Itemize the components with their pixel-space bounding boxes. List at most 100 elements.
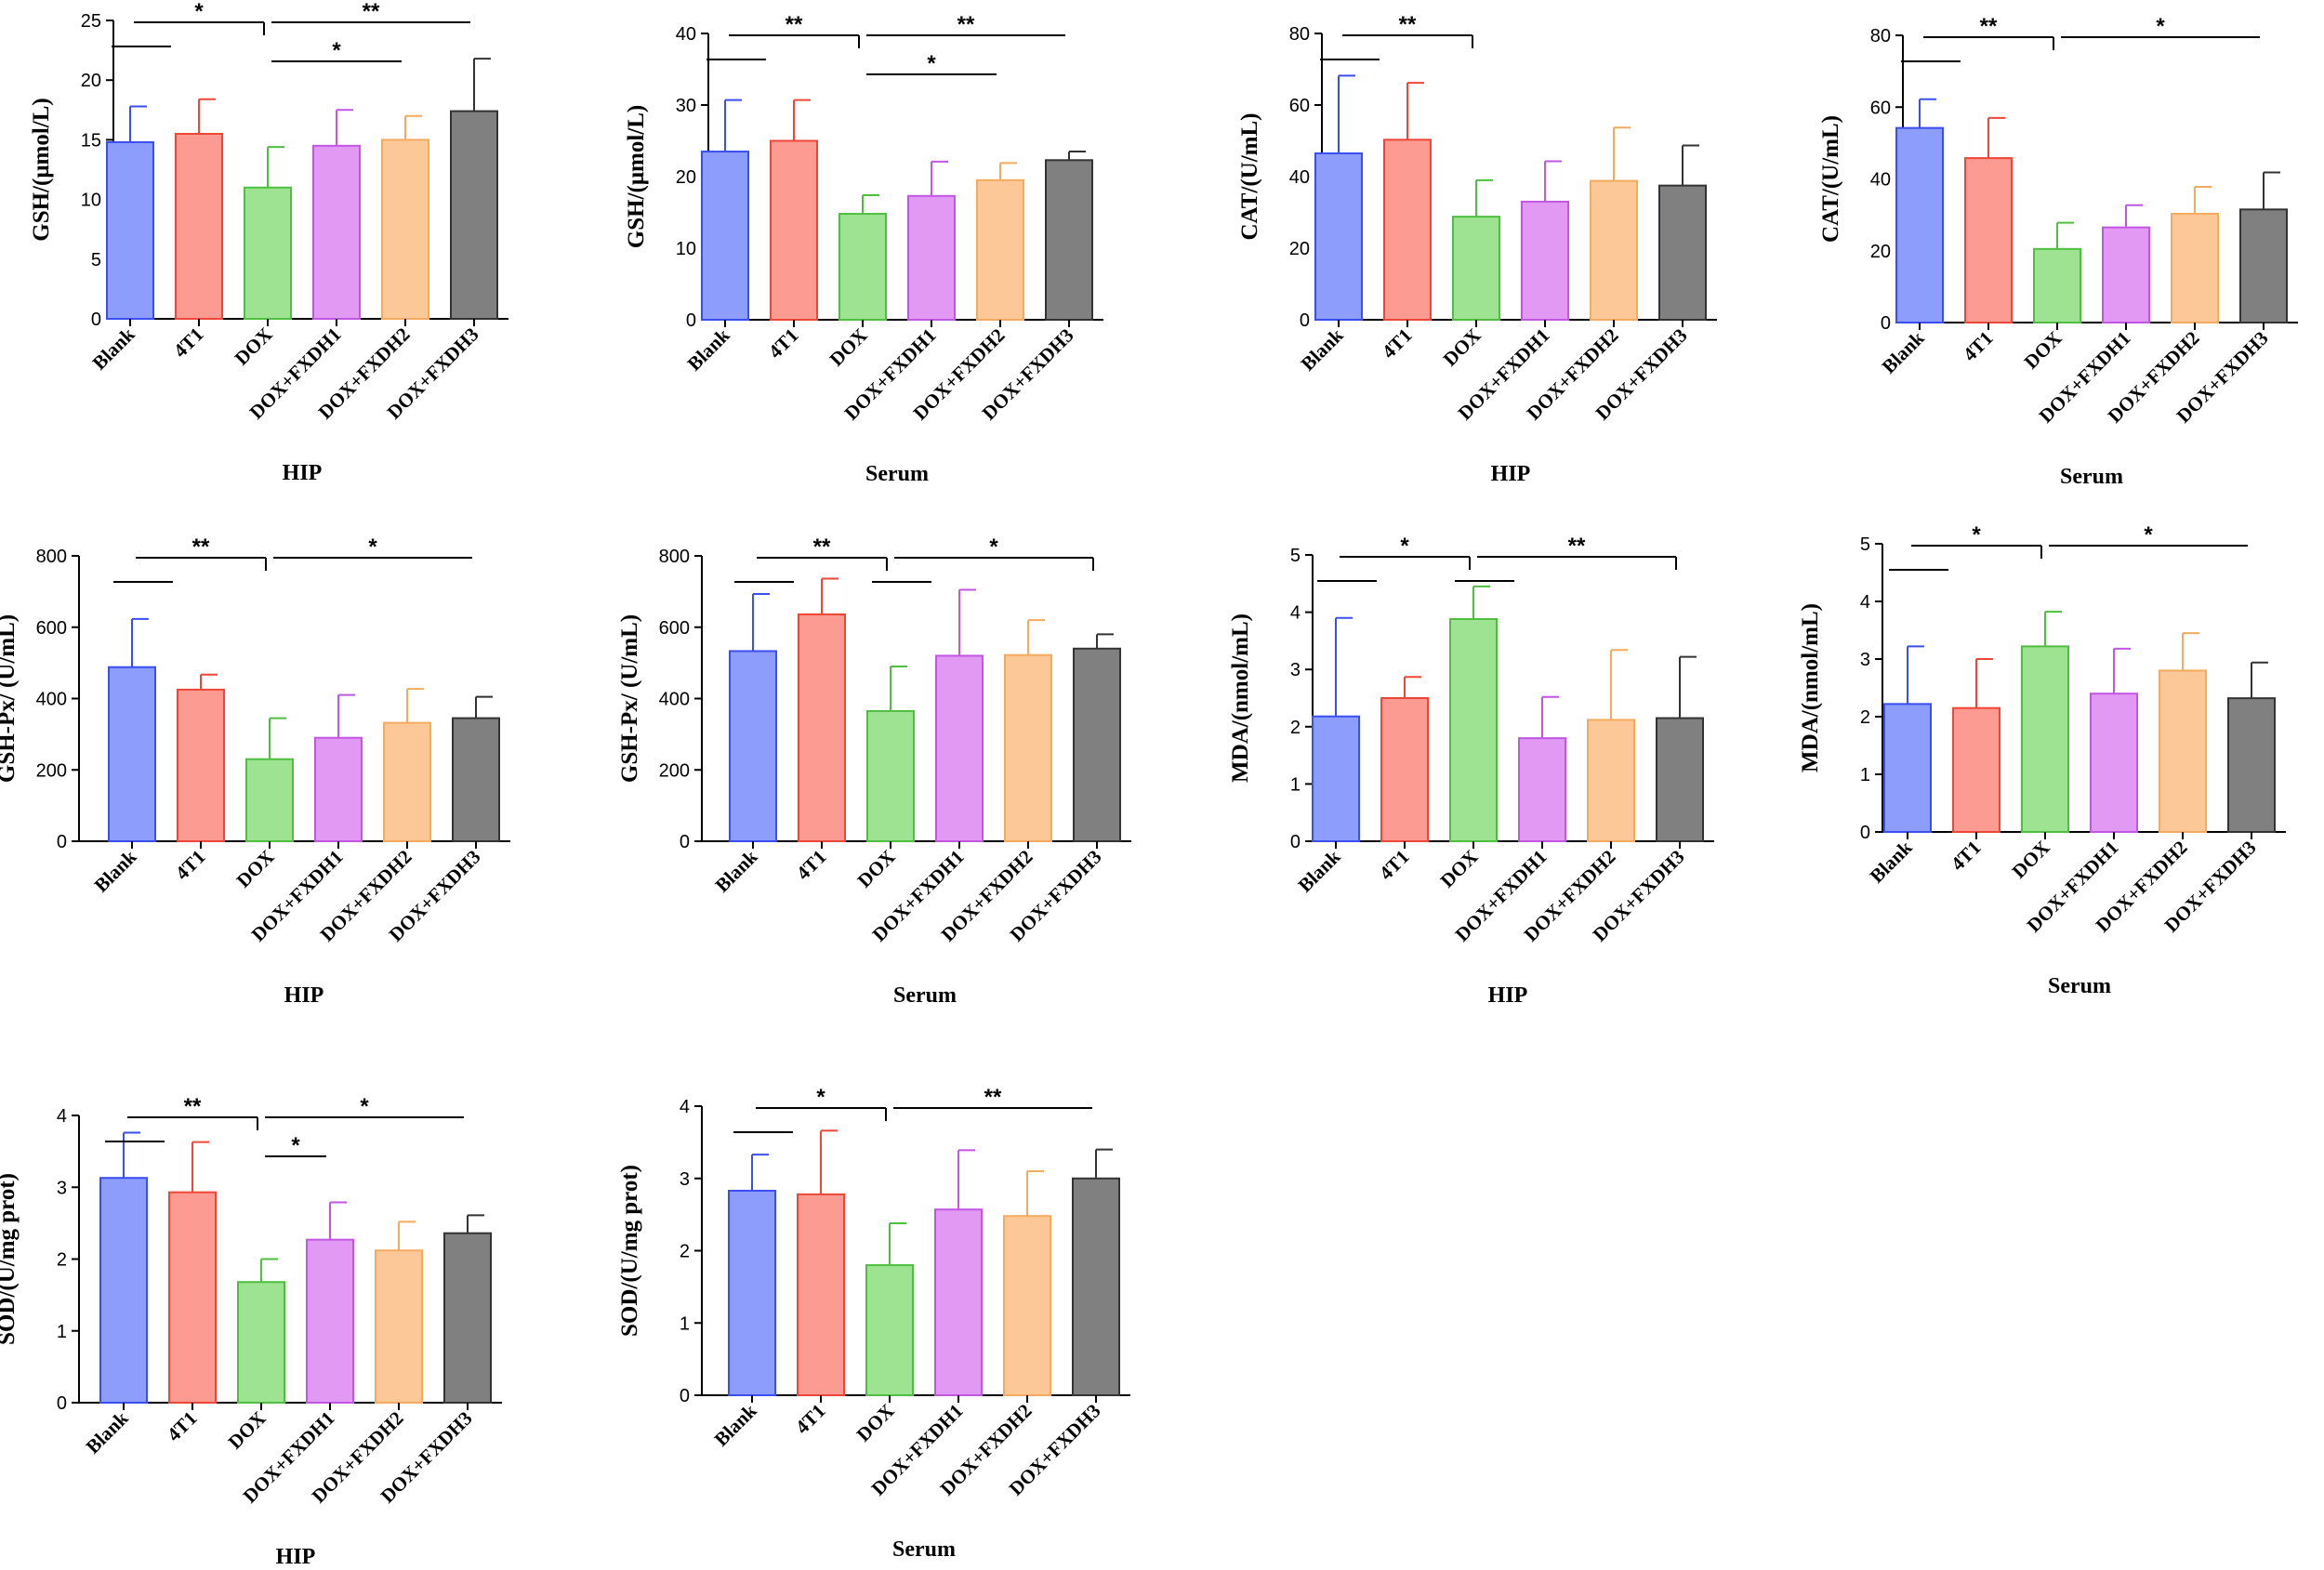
y-tick-label: 4 (57, 1106, 67, 1127)
y-tick-label: 20 (81, 71, 101, 91)
y-tick-label: 0 (1290, 832, 1301, 852)
x-tick-label: 4T1 (791, 1400, 830, 1439)
x-tick-label: DOX (232, 846, 279, 892)
bar (1004, 1216, 1050, 1395)
y-tick-label: 1 (57, 1322, 67, 1342)
y-tick-label: 0 (680, 832, 690, 852)
x-tick-label: 4T1 (1375, 846, 1414, 885)
y-tick-label: 2 (680, 1242, 690, 1262)
y-tick-label: 0 (57, 832, 67, 852)
x-tick-label: 4T1 (764, 324, 803, 363)
bar (1005, 655, 1051, 841)
y-tick-label: 3 (1860, 650, 1870, 670)
x-tick-label: DOX (231, 323, 277, 370)
bar (2091, 693, 2137, 832)
x-axis-title: Serum (892, 1537, 956, 1562)
bar (1659, 186, 1706, 320)
y-tick-label: 600 (36, 618, 67, 639)
bar (729, 1191, 775, 1395)
bar (382, 139, 429, 319)
sig-label: * (360, 1094, 369, 1119)
bar (107, 142, 153, 319)
sig-label: * (927, 51, 936, 76)
x-tick-label: Blank (1878, 326, 1929, 377)
x-tick-label: DOX (2020, 327, 2067, 374)
bar (1313, 717, 1359, 841)
y-tick-label: 3 (1290, 660, 1301, 680)
sig-label: * (332, 38, 341, 63)
x-axis-title: HIP (283, 461, 323, 485)
y-tick-label: 40 (1289, 167, 1310, 188)
sig-label: * (1972, 522, 1981, 548)
y-axis-title: GSH/(μmol/L) (624, 105, 649, 248)
sig-label: ** (1399, 12, 1417, 37)
y-tick-label: 20 (1870, 242, 1891, 262)
bar (376, 1250, 422, 1403)
bar (936, 655, 983, 841)
bar (384, 723, 430, 841)
sig-label: * (194, 0, 204, 24)
x-tick-label: 4T1 (792, 846, 831, 885)
y-tick-label: 60 (1870, 98, 1891, 118)
bar (1657, 719, 1703, 841)
x-axis-title: HIP (284, 983, 324, 1008)
figure: 0 5 10 15 20 25 GSH/(μmol/L) Blank 4T1 DOX DOX+FXD… (0, 0, 2324, 1565)
y-tick-label: 40 (676, 24, 696, 45)
y-axis-title: GSH-Px/ (U/mL) (0, 614, 20, 783)
y-axis-title: CAT/(U/mL) (1237, 112, 1262, 240)
y-axis-title: SOD/(U/mg prot) (0, 1173, 20, 1345)
y-tick-label: 40 (1870, 170, 1891, 191)
bar (2159, 670, 2206, 832)
bar (313, 146, 360, 319)
bar (2240, 209, 2287, 323)
x-tick-label: Blank (1297, 323, 1348, 375)
sig-label: ** (786, 12, 803, 37)
x-tick-label: 4T1 (1378, 324, 1417, 363)
x-tick-label: 4T1 (169, 323, 208, 363)
x-tick-label: 4T1 (1947, 837, 1986, 876)
y-tick-label: 80 (1289, 24, 1310, 45)
y-tick-label: 0 (680, 1386, 690, 1406)
y-tick-label: 2 (1290, 718, 1301, 738)
y-tick-label: 5 (1290, 546, 1301, 566)
y-tick-label: 0 (1300, 310, 1310, 331)
panel-sod-hip: 0 1 2 3 4 SOD/(U/mg prot) Blank 4T1 DOX DOX+FXDH1… (0, 1049, 558, 1570)
bar (307, 1240, 353, 1403)
bar (867, 711, 914, 841)
sig-label: ** (192, 534, 210, 560)
x-tick-label: Blank (683, 323, 734, 375)
x-axis-title: Serum (893, 983, 957, 1008)
bar (977, 180, 1023, 320)
sig-label: * (1400, 534, 1409, 559)
x-tick-label: DOX (1439, 324, 1486, 371)
panel-mda-hip: 0 1 2 3 4 5 MDA/(nmol/mL) Blank 4T1 DOX DOX+FXDH1 D… (1218, 525, 1776, 1050)
y-tick-label: 0 (57, 1393, 67, 1414)
x-tick-label: Blank (90, 845, 141, 896)
y-tick-label: 5 (1860, 534, 1870, 555)
bar (866, 1265, 913, 1395)
y-axis-title: GSH-Px/ (U/mL) (617, 614, 642, 783)
sig-label: * (291, 1133, 300, 1158)
bar (1522, 202, 1568, 320)
bar (1519, 738, 1565, 841)
bar (1384, 139, 1431, 320)
x-tick-label: 4T1 (1959, 327, 1998, 366)
bar (1074, 649, 1120, 841)
bar (444, 1234, 491, 1403)
x-tick-label: Blank (1294, 845, 1345, 896)
y-axis-title: SOD/(U/mg prot) (617, 1165, 642, 1337)
x-tick-label: DOX (825, 324, 872, 371)
y-tick-label: 400 (659, 690, 690, 710)
y-tick-label: 1 (680, 1313, 690, 1334)
y-tick-label: 0 (686, 310, 696, 331)
x-axis-title: HIP (276, 1545, 316, 1569)
bar (238, 1282, 284, 1403)
y-tick-label: 4 (1860, 592, 1870, 613)
